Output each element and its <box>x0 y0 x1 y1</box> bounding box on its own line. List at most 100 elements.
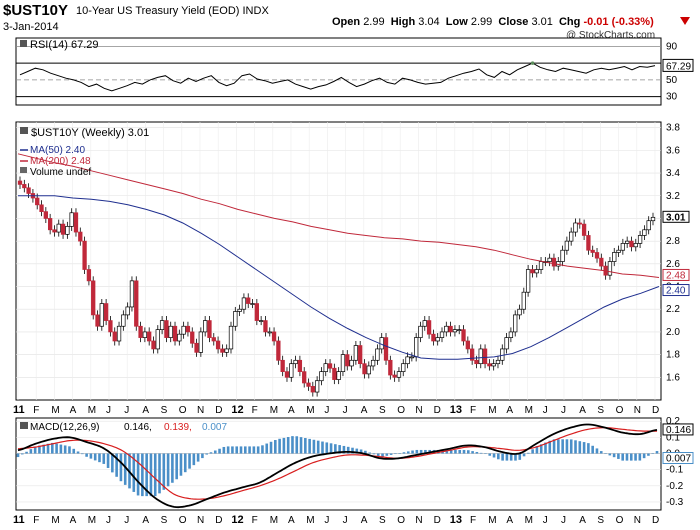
price-candle-down <box>594 252 600 259</box>
macd-histogram-bar <box>355 448 359 454</box>
macd-histogram-bar <box>634 453 637 461</box>
macd-histogram-bar <box>561 439 564 454</box>
price-candle-up <box>198 331 204 353</box>
macd-histogram-bar <box>226 446 230 454</box>
macd-histogram-bar <box>484 453 487 455</box>
macd-histogram-bar <box>454 449 457 454</box>
high-value: 3.04 <box>418 16 440 28</box>
macd-histogram-bar <box>308 438 311 454</box>
price-candle-up <box>444 325 449 333</box>
rsi-legend-icon <box>20 40 27 47</box>
macd-xtick-26: M <box>488 515 496 526</box>
price-candle-up <box>500 348 505 361</box>
price-candle-up <box>237 308 242 312</box>
macd-histogram-bar <box>565 439 569 454</box>
price-candle-up <box>616 249 621 253</box>
price-candle-up <box>250 303 255 305</box>
price-candle-down <box>207 320 212 338</box>
price-xtick-17: J <box>324 405 329 416</box>
price-candle-down <box>431 333 436 342</box>
price-candle-up <box>349 359 354 367</box>
price-candle-down <box>310 386 315 393</box>
macd-histogram-bar <box>141 453 144 497</box>
price-candle-down <box>306 382 311 387</box>
rsi-last-value: 67.29 <box>666 61 691 72</box>
price-tick-1.8: 1.8 <box>666 350 680 361</box>
price-candle-down <box>35 197 40 206</box>
macd-histogram-bar <box>188 453 191 469</box>
price-candle-up <box>637 235 643 244</box>
macd-histogram-bar <box>299 437 303 454</box>
price-candle-down <box>91 280 96 316</box>
price-tick-3.4: 3.4 <box>666 168 680 179</box>
macd-histogram-bar <box>213 450 217 454</box>
price-candle-down <box>284 371 290 378</box>
macd-histogram-bar <box>394 453 397 455</box>
macd-legend-signal: 0.139, <box>164 422 192 433</box>
macd-value-label: 0.146 <box>666 425 691 436</box>
price-candle-down <box>345 354 350 367</box>
macd-histogram-bar <box>183 453 187 473</box>
macd-histogram-bar <box>325 442 329 454</box>
macd-histogram-bar <box>153 453 157 497</box>
macd-histogram-bar <box>115 453 118 477</box>
macd-histogram-bar <box>111 453 114 473</box>
price-xtick-7: A <box>142 405 149 416</box>
open-value: 2.99 <box>363 16 385 28</box>
price-candle-down <box>487 363 492 367</box>
price-xtick-8: S <box>161 405 168 416</box>
price-candle-down <box>185 325 191 333</box>
price-candle-up <box>422 320 427 327</box>
price-candle-up <box>625 240 630 244</box>
price-tick-2.8: 2.8 <box>666 236 680 247</box>
price-candle-down <box>254 303 259 321</box>
macd-histogram-bar <box>38 445 41 454</box>
macd-tick-0.1: 0.1 <box>666 432 680 443</box>
macd-histogram-bar <box>599 451 603 454</box>
macd-histogram-bar <box>411 450 414 454</box>
price-candle-up <box>314 380 320 393</box>
price-candle-down <box>52 229 57 233</box>
macd-histogram-bar <box>621 453 624 461</box>
macd-histogram-bar <box>282 437 286 454</box>
price-candle-down <box>388 359 393 376</box>
macd-histogram-bar <box>171 453 174 483</box>
chg-value: -0.01 (-0.33%) <box>583 16 654 28</box>
macd-histogram-bar <box>544 442 547 454</box>
macd-histogram-bar <box>93 453 97 461</box>
price-candle-down <box>461 329 466 342</box>
price-candle-up <box>319 371 324 382</box>
macd-histogram-bar <box>252 446 256 454</box>
macd-histogram-bar <box>342 445 346 454</box>
price-candle-up <box>573 222 578 233</box>
macd-histogram-bar <box>445 449 449 454</box>
macd-tick-0.2: 0.2 <box>666 416 680 427</box>
macd-xtick-25: F <box>470 515 476 526</box>
price-candle-up <box>620 243 626 251</box>
macd-histogram-bar <box>136 453 140 496</box>
macd-tick--0.1: -0.1 <box>666 465 684 476</box>
macd-xtick-18: J <box>343 515 348 526</box>
macd-histogram-bar <box>132 453 136 492</box>
macd-histogram-bar <box>63 445 67 454</box>
price-candle-down <box>47 218 53 231</box>
high-label: High <box>390 16 416 28</box>
price-xtick-33: O <box>616 405 624 416</box>
macd-histogram-bar <box>59 444 63 454</box>
macd-xtick-35: D <box>652 515 659 526</box>
price-candle-up <box>116 325 122 342</box>
price-candle-up <box>409 356 415 359</box>
price-candle-up <box>650 216 656 222</box>
ohlc-summary: Open 2.99 High 3.04 Low 2.99 Close 3.01 … <box>332 16 654 28</box>
price-xtick-1: F <box>33 405 39 416</box>
price-candle-down <box>78 231 83 242</box>
price-candle-down <box>60 223 66 235</box>
price-candle-up <box>159 320 165 330</box>
price-candle-down <box>17 180 23 185</box>
price-candle-up <box>366 365 371 375</box>
exchange-label: INDX <box>242 5 269 17</box>
macd-xtick-33: O <box>616 515 624 526</box>
macd-xtick-16: M <box>306 515 314 526</box>
macd-histogram-bar <box>475 451 479 454</box>
